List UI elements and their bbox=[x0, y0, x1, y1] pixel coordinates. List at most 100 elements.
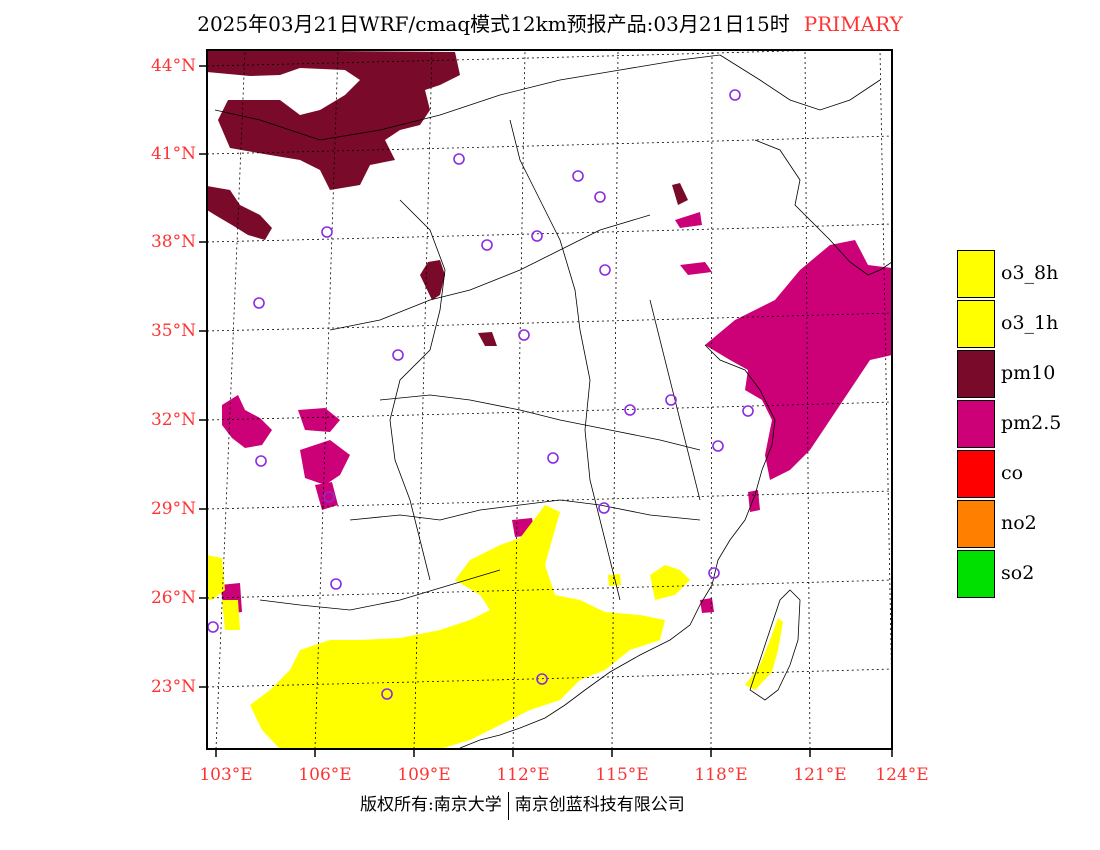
map-content bbox=[207, 50, 892, 749]
copyright-left: 版权所有:南京大学 bbox=[360, 795, 502, 815]
meridian-106 bbox=[314, 50, 339, 749]
lat-label: 26°N bbox=[150, 588, 196, 608]
legend-label: o3_8h bbox=[1001, 262, 1059, 284]
legend-label: co bbox=[1001, 462, 1024, 484]
pm25-region-guizhou-north bbox=[315, 482, 338, 510]
pm10-region-central-north bbox=[420, 260, 445, 300]
station-marker bbox=[536, 673, 548, 685]
axis-ticks bbox=[199, 65, 893, 757]
pm25-region-shandong bbox=[680, 262, 712, 275]
pm10-region-northwest bbox=[207, 186, 272, 240]
station-marker bbox=[207, 621, 219, 633]
legend-label: o3_1h bbox=[1001, 312, 1059, 334]
boundary-lines bbox=[214, 54, 892, 749]
meridian-115 bbox=[611, 50, 619, 749]
lon-label: 109°E bbox=[397, 765, 451, 785]
legend-label: pm2.5 bbox=[1001, 412, 1062, 434]
pm25-region-chongqing-north bbox=[298, 408, 340, 432]
taiwan-outline bbox=[749, 589, 801, 701]
lat-label: 23°N bbox=[150, 677, 196, 697]
station-marker bbox=[665, 394, 677, 406]
pm10-region-north bbox=[207, 50, 460, 190]
legend-swatch bbox=[957, 350, 995, 398]
lon-label: 121°E bbox=[793, 765, 847, 785]
o3-region-yunnan-border bbox=[222, 600, 240, 630]
lon-label: 112°E bbox=[496, 765, 550, 785]
lat-label: 32°N bbox=[150, 410, 196, 430]
pm25-regions bbox=[220, 212, 892, 614]
station-marker bbox=[381, 688, 393, 700]
legend-label: no2 bbox=[1001, 512, 1037, 534]
station-marker bbox=[708, 567, 720, 579]
station-marker bbox=[547, 452, 559, 464]
lat-label: 35°N bbox=[150, 321, 196, 341]
legend-label: pm10 bbox=[1001, 362, 1056, 384]
border-north bbox=[214, 54, 721, 141]
title-main-text: 2025年03月21日WRF/cmaq模式12km预报产品:03月21日15时 bbox=[197, 12, 790, 36]
station-marker bbox=[330, 578, 342, 590]
station-marker bbox=[253, 297, 265, 309]
station-marker bbox=[598, 502, 610, 514]
pm25-region-sichuan bbox=[222, 395, 272, 448]
lat-label: 44°N bbox=[150, 56, 196, 76]
legend-swatch bbox=[957, 500, 995, 548]
o3-region-jiangxi-fujian bbox=[650, 565, 690, 600]
lon-label: 118°E bbox=[694, 765, 748, 785]
station-marker bbox=[323, 491, 335, 503]
title-pollutant-tag: PRIMARY bbox=[803, 12, 903, 36]
province-line-7 bbox=[649, 299, 701, 501]
station-marker bbox=[712, 440, 724, 452]
meridian-112 bbox=[512, 50, 526, 749]
province-line-1 bbox=[329, 214, 651, 331]
station-marker bbox=[518, 329, 530, 341]
station-marker bbox=[742, 405, 754, 417]
station-marker bbox=[481, 239, 493, 251]
province-line-5 bbox=[389, 199, 446, 581]
station-marker bbox=[599, 264, 611, 276]
o3-region-south bbox=[250, 505, 665, 749]
pm10-region-central bbox=[478, 332, 497, 346]
lon-label: 115°E bbox=[595, 765, 649, 785]
o3-region-taiwan bbox=[745, 618, 783, 690]
footer-separator bbox=[507, 791, 509, 820]
legend-swatch bbox=[957, 250, 995, 298]
legend-label: so2 bbox=[1001, 562, 1035, 584]
border-northeast bbox=[719, 54, 881, 111]
o3-region-jiangxi-east bbox=[608, 574, 621, 586]
meridian-121 bbox=[804, 50, 811, 749]
pm25-region-chongqing bbox=[300, 440, 350, 485]
province-line-3 bbox=[349, 499, 701, 521]
station-marker bbox=[594, 191, 606, 203]
station-marker bbox=[531, 230, 543, 242]
station-markers bbox=[207, 89, 754, 700]
meridian-118 bbox=[710, 50, 713, 749]
station-marker bbox=[453, 153, 465, 165]
o3-regions bbox=[207, 505, 783, 749]
o3-region-yunnan-west bbox=[207, 555, 225, 600]
meridian-103 bbox=[215, 50, 246, 749]
copyright-footer: 版权所有:南京大学 南京创蓝科技有限公司 bbox=[360, 790, 685, 820]
copyright-right: 南京创蓝科技有限公司 bbox=[514, 795, 685, 815]
station-marker bbox=[572, 170, 584, 182]
station-marker bbox=[255, 455, 267, 467]
pm25-region-east-coast bbox=[705, 240, 892, 480]
lat-label: 41°N bbox=[150, 144, 196, 164]
pm25-region-fujian-coast bbox=[700, 598, 714, 613]
legend-swatch bbox=[957, 450, 995, 498]
pm10-region-northeast bbox=[672, 183, 688, 205]
lon-label: 124°E bbox=[875, 765, 929, 785]
lon-label: 106°E bbox=[298, 765, 352, 785]
legend-swatch bbox=[957, 300, 995, 348]
province-line-4 bbox=[259, 569, 501, 611]
station-marker bbox=[392, 349, 404, 361]
lat-label: 38°N bbox=[150, 232, 196, 252]
meridian-109 bbox=[413, 50, 433, 749]
province-line-2 bbox=[379, 394, 701, 451]
station-marker bbox=[624, 404, 636, 416]
legend-swatch bbox=[957, 400, 995, 448]
province-line-6 bbox=[509, 119, 621, 601]
lon-label: 103°E bbox=[199, 765, 253, 785]
lat-label: 29°N bbox=[150, 499, 196, 519]
coastline bbox=[459, 139, 892, 749]
